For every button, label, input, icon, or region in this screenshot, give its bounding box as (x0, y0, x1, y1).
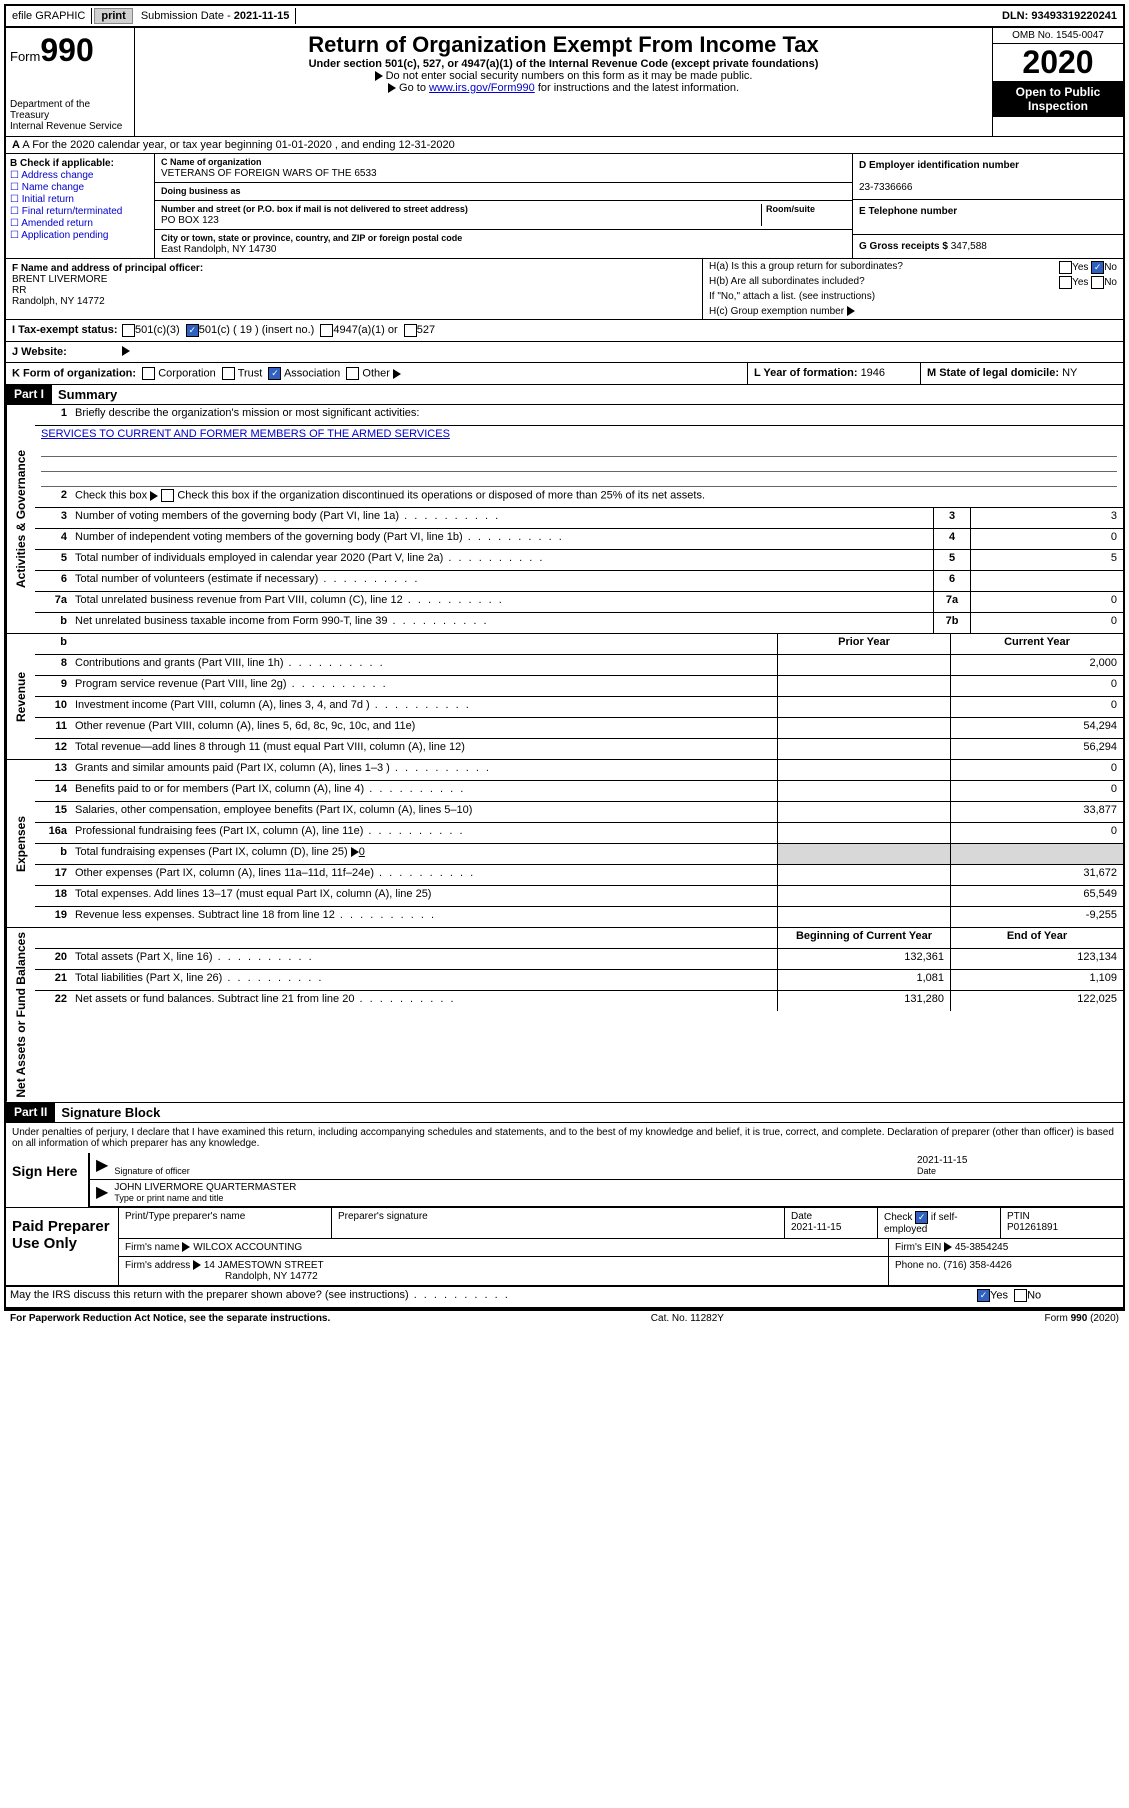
arrow-icon: ▶ (96, 1182, 108, 1204)
arrow-icon (388, 83, 396, 93)
street: PO BOX 123 (161, 215, 219, 226)
row-j: J Website: (6, 342, 1123, 363)
chk-501c3[interactable] (122, 324, 135, 337)
side-expenses: Expenses (6, 760, 35, 927)
chk-final[interactable]: ☐ Final return/terminated (10, 206, 150, 217)
form-subtitle: Under section 501(c), 527, or 4947(a)(1)… (139, 58, 988, 70)
chk-other[interactable] (346, 367, 359, 380)
discuss-yes[interactable]: ✓ (977, 1289, 990, 1302)
arrow-icon (393, 369, 401, 379)
declaration: Under penalties of perjury, I declare th… (6, 1123, 1123, 1153)
part1-header: Part I Summary (6, 385, 1123, 405)
efile-label: efile GRAPHIC (6, 8, 92, 24)
arrow-icon (351, 847, 359, 857)
part2-header: Part II Signature Block (6, 1103, 1123, 1123)
arrow-icon: ▶ (96, 1155, 108, 1177)
submission-cell: Submission Date - 2021-11-15 (135, 8, 297, 24)
chk-527[interactable] (404, 324, 417, 337)
ha-yes[interactable] (1059, 261, 1072, 274)
page-footer: For Paperwork Reduction Act Notice, see … (4, 1311, 1125, 1326)
section-b-to-g: B Check if applicable: ☐ Address change … (6, 154, 1123, 259)
chk-pending[interactable]: ☐ Application pending (10, 230, 150, 241)
side-revenue: Revenue (6, 634, 35, 759)
row-a: A A For the 2020 calendar year, or tax y… (6, 137, 1123, 154)
paid-preparer: Paid Preparer Use Only Print/Type prepar… (6, 1208, 1123, 1287)
col-f: F Name and address of principal officer:… (6, 259, 702, 319)
chk-address[interactable]: ☐ Address change (10, 170, 150, 181)
col-c: C Name of organization VETERANS OF FOREI… (155, 154, 853, 258)
chk-trust[interactable] (222, 367, 235, 380)
gross-receipts: 347,588 (951, 241, 987, 252)
chk-discontinued[interactable] (161, 489, 174, 502)
row-k: K Form of organization: Corporation Trus… (6, 363, 1123, 385)
mission-text: SERVICES TO CURRENT AND FORMER MEMBERS O… (35, 426, 1123, 442)
ein: 23-7336666 (859, 182, 912, 193)
hb-no[interactable] (1091, 276, 1104, 289)
form-container: Form990 Department of the Treasury Inter… (4, 28, 1125, 1311)
arrow-icon (182, 1242, 190, 1252)
chk-initial[interactable]: ☐ Initial return (10, 194, 150, 205)
form-title: Return of Organization Exempt From Incom… (139, 32, 988, 58)
ha-no[interactable]: ✓ (1091, 261, 1104, 274)
header-right: OMB No. 1545-0047 2020 Open to Public In… (992, 28, 1123, 136)
chk-amended[interactable]: ☐ Amended return (10, 218, 150, 229)
arrow-icon (193, 1260, 201, 1270)
open-inspection: Open to Public Inspection (993, 81, 1123, 117)
arrow-icon (150, 491, 158, 501)
tax-year: 2020 (993, 44, 1123, 81)
top-bar: efile GRAPHIC print Submission Date - 20… (4, 4, 1125, 28)
hb-yes[interactable] (1059, 276, 1072, 289)
header-mid: Return of Organization Exempt From Incom… (135, 28, 992, 136)
dln: DLN: 93493319220241 (996, 8, 1123, 24)
chk-name[interactable]: ☐ Name change (10, 182, 150, 193)
instructions-link[interactable]: www.irs.gov/Form990 (429, 82, 535, 94)
omb-number: OMB No. 1545-0047 (993, 28, 1123, 44)
chk-4947[interactable] (320, 324, 333, 337)
discuss-no[interactable] (1014, 1289, 1027, 1302)
form-header: Form990 Department of the Treasury Inter… (6, 28, 1123, 137)
col-b: B Check if applicable: ☐ Address change … (6, 154, 155, 258)
chk-corp[interactable] (142, 367, 155, 380)
print-button[interactable]: print (94, 8, 132, 24)
arrow-icon (847, 306, 855, 316)
col-h: H(a) Is this a group return for subordin… (702, 259, 1123, 319)
chk-self-employed[interactable]: ✓ (915, 1211, 928, 1224)
header-left: Form990 Department of the Treasury Inter… (6, 28, 135, 136)
chk-assoc[interactable]: ✓ (268, 367, 281, 380)
city: East Randolph, NY 14730 (161, 244, 276, 255)
arrow-icon (375, 71, 383, 81)
sign-here: Sign Here ▶ Signature of officer 2021-11… (6, 1153, 1123, 1208)
arrow-icon (122, 346, 130, 356)
side-activities: Activities & Governance (6, 405, 35, 633)
col-deg: D Employer identification number 23-7336… (853, 154, 1123, 258)
dept-label: Department of the Treasury Internal Reve… (10, 99, 130, 132)
side-netassets: Net Assets or Fund Balances (6, 928, 35, 1102)
officer-name: JOHN LIVERMORE QUARTERMASTER (114, 1182, 296, 1193)
org-name: VETERANS OF FOREIGN WARS OF THE 6533 (161, 168, 377, 179)
arrow-icon (944, 1242, 952, 1252)
chk-501c[interactable]: ✓ (186, 324, 199, 337)
section-fgh: F Name and address of principal officer:… (6, 259, 1123, 320)
row-i: I Tax-exempt status: 501(c)(3) ✓ 501(c) … (6, 320, 1123, 342)
